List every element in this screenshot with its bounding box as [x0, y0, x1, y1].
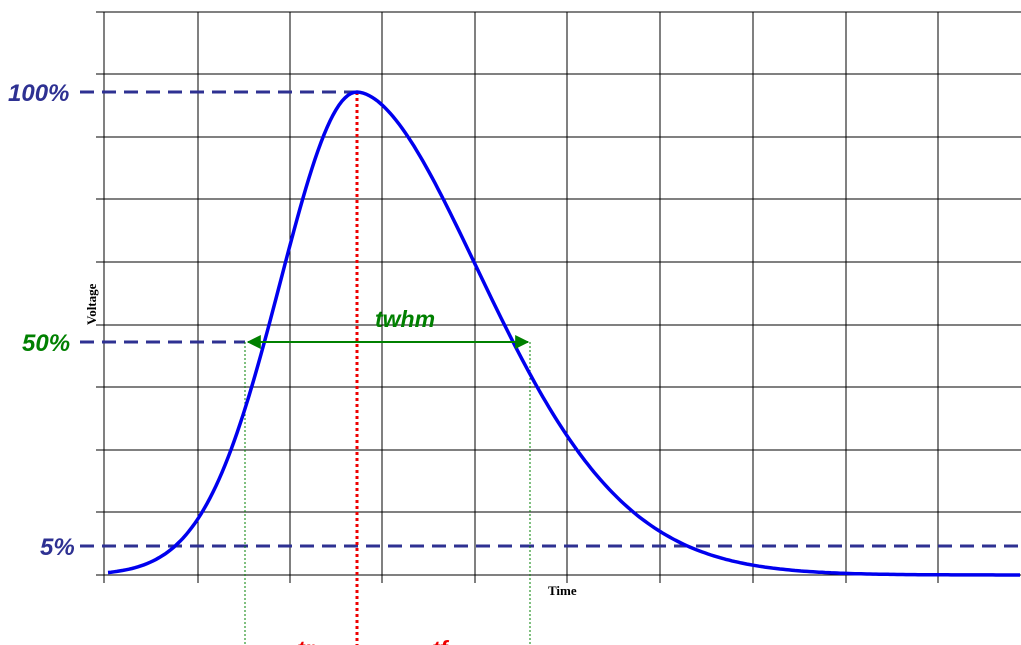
tf-label: tf: [432, 636, 450, 645]
tr-label: tr: [297, 636, 315, 645]
peak-level-label: 100%: [8, 80, 69, 107]
twhm-label: twhm: [375, 306, 435, 332]
half-level-label: 50%: [22, 330, 70, 357]
x-axis-label: Time: [548, 583, 577, 598]
plot-grid: [96, 12, 1021, 583]
y-axis-label: Voltage: [84, 283, 99, 325]
low-level-label: 5%: [40, 534, 75, 561]
